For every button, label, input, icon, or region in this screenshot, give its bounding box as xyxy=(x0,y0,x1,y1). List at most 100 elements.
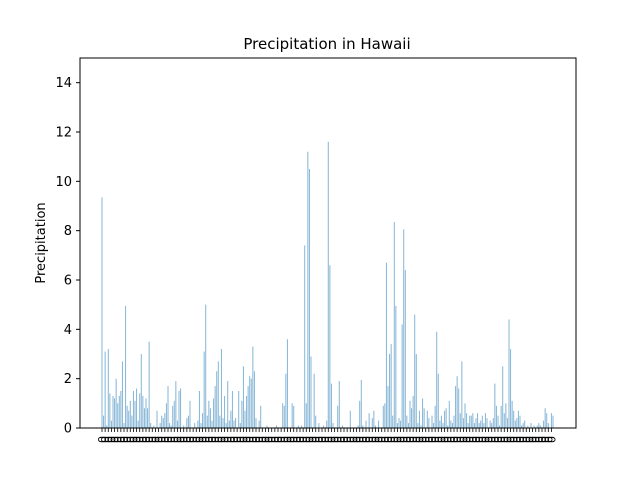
bar xyxy=(514,420,516,428)
x-tick-label: 0 xyxy=(508,436,521,443)
x-tick-label: 0 xyxy=(486,436,499,443)
bar xyxy=(469,415,471,428)
bar xyxy=(459,413,461,428)
bar xyxy=(538,423,540,428)
bar xyxy=(431,415,433,428)
x-tick-label: 0 xyxy=(109,436,122,443)
bar xyxy=(423,408,425,428)
bar xyxy=(143,408,145,428)
y-axis: 0 2 4 6 8 10 12 14 xyxy=(55,76,80,437)
x-tick-label: 0 xyxy=(514,436,527,443)
x-tick-label: 0 xyxy=(96,436,109,443)
x-tick-label: 0 xyxy=(222,436,235,443)
x-tick-label: 0 xyxy=(344,436,357,443)
x-tick-label: 0 xyxy=(278,436,291,443)
x-tick-label: 0 xyxy=(461,436,474,443)
bar xyxy=(495,405,497,428)
bar xyxy=(189,400,191,428)
x-tick-label: 0 xyxy=(228,436,241,443)
x-tick-label: 0 xyxy=(445,436,458,443)
x-tick-label: 0 xyxy=(505,436,518,443)
x-tick-label: 0 xyxy=(209,436,222,443)
bar xyxy=(112,395,114,428)
bar xyxy=(428,418,430,428)
bar xyxy=(220,349,222,428)
x-tick-label: 0 xyxy=(379,436,392,443)
bar xyxy=(458,388,460,428)
x-tick-label: 0 xyxy=(511,436,524,443)
bar xyxy=(403,229,405,428)
bar xyxy=(249,376,251,428)
x-tick-label: 0 xyxy=(432,436,445,443)
x-tick-label: 0 xyxy=(322,436,335,443)
x-tick-label: 0 xyxy=(102,436,115,443)
x-tick-label: 0 xyxy=(313,436,326,443)
x-tick-label: 0 xyxy=(401,436,414,443)
x-tick-label: 0 xyxy=(281,436,294,443)
y-tick-label: 4 xyxy=(64,323,72,338)
bar xyxy=(477,413,479,428)
x-tick-label: 0 xyxy=(404,436,417,443)
x-tick-label: 0 xyxy=(203,436,216,443)
bar xyxy=(121,361,123,428)
bar xyxy=(282,403,284,428)
bar xyxy=(107,349,109,428)
bar xyxy=(451,423,453,428)
x-tick-label: 0 xyxy=(259,436,272,443)
bar xyxy=(208,400,210,428)
x-tick-label: 0 xyxy=(190,436,203,443)
x-tick-label: 0 xyxy=(407,436,420,443)
x-tick-label: 0 xyxy=(234,436,247,443)
bar xyxy=(244,410,246,428)
x-tick-label: 0 xyxy=(517,436,530,443)
bar xyxy=(310,356,312,428)
x-tick-label: 0 xyxy=(395,436,408,443)
x-tick-label: 0 xyxy=(483,436,496,443)
y-axis-label: Precipitation xyxy=(34,202,49,283)
bar xyxy=(156,410,158,428)
y-tick-label: 12 xyxy=(55,126,72,141)
bar xyxy=(392,415,394,428)
x-tick-label: 0 xyxy=(357,436,370,443)
x-tick-label: 0 xyxy=(545,436,558,443)
bar xyxy=(297,425,299,428)
bar xyxy=(470,415,472,428)
x-tick-label: 0 xyxy=(237,436,250,443)
bar xyxy=(337,405,339,428)
bar xyxy=(398,418,400,428)
x-tick-label: 0 xyxy=(492,436,505,443)
x-tick-label: 0 xyxy=(520,436,533,443)
x-tick-label: 0 xyxy=(417,436,430,443)
x-tick-label: 0 xyxy=(131,436,144,443)
bar xyxy=(304,245,306,428)
x-tick-label: 0 xyxy=(527,436,540,443)
x-tick-label: 0 xyxy=(247,436,260,443)
bar xyxy=(486,418,488,428)
x-tick-label: 0 xyxy=(366,436,379,443)
bar xyxy=(483,423,485,428)
bar xyxy=(125,305,127,428)
bar xyxy=(246,395,248,428)
bar xyxy=(315,415,317,428)
bar xyxy=(169,423,171,428)
bar xyxy=(136,388,138,428)
bar xyxy=(511,400,513,428)
x-tick-label: 0 xyxy=(153,436,166,443)
bar xyxy=(360,379,362,428)
x-tick-label: 0 xyxy=(476,436,489,443)
bar xyxy=(547,423,549,428)
x-tick-label: 0 xyxy=(542,436,555,443)
bar xyxy=(390,344,392,428)
bar xyxy=(491,423,493,428)
bar xyxy=(252,346,254,428)
x-tick-label: 0 xyxy=(335,436,348,443)
bars-layer xyxy=(101,141,554,429)
x-tick-label: 0 xyxy=(435,436,448,443)
bar xyxy=(480,420,482,428)
bar xyxy=(291,403,293,428)
bar xyxy=(178,391,180,428)
bar xyxy=(359,400,361,428)
x-tick-label: 0 xyxy=(112,436,125,443)
bar xyxy=(123,423,125,428)
